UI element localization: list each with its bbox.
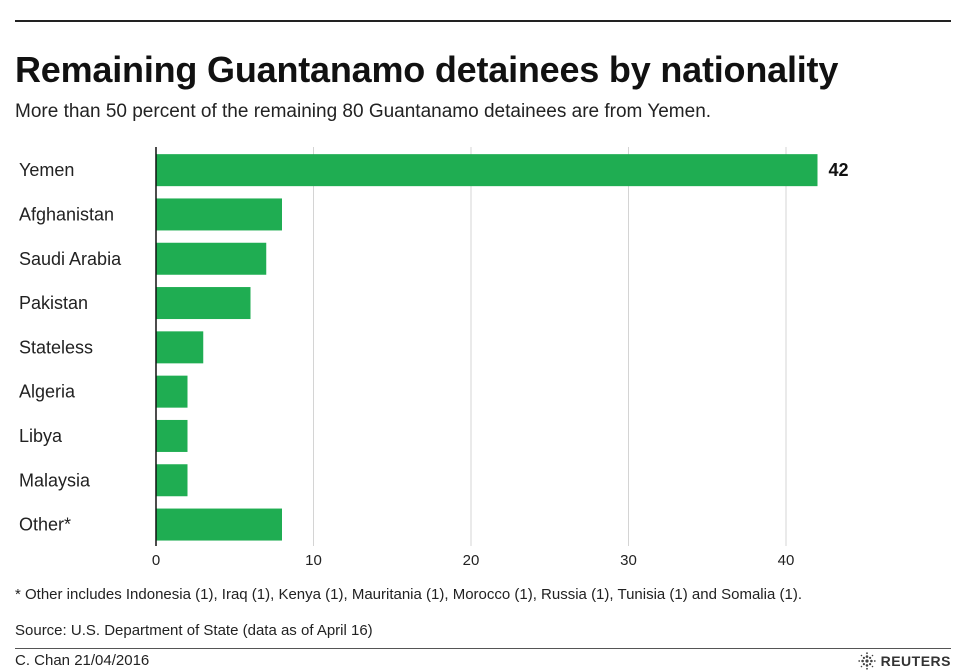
category-label: Stateless xyxy=(19,337,93,357)
category-labels: Yemen Afghanistan Saudi Arabia Pakistan Stat… xyxy=(19,160,122,534)
category-label: Algeria xyxy=(19,382,76,402)
x-tick-label: 20 xyxy=(463,552,480,569)
brand: REUTERS xyxy=(857,651,951,671)
footnote: * Other includes Indonesia (1), Iraq (1)… xyxy=(15,586,802,603)
x-tick-label: 0 xyxy=(152,552,160,569)
reuters-logo-icon xyxy=(857,652,876,670)
chart-title: Remaining Guantanamo detainees by nation… xyxy=(15,49,839,90)
category-label: Afghanistan xyxy=(19,204,114,224)
chart-subtitle: More than 50 percent of the remaining 80… xyxy=(15,101,712,122)
source-note: Source: U.S. Department of State (data a… xyxy=(15,622,373,639)
x-tick-label: 40 xyxy=(778,552,795,569)
credit-line: C. Chan 21/04/2016 xyxy=(15,652,150,669)
bar-stateless xyxy=(156,331,204,364)
category-label: Malaysia xyxy=(19,470,91,490)
gridlines xyxy=(313,147,787,546)
category-label: Pakistan xyxy=(19,293,88,313)
top-rule xyxy=(15,20,951,22)
x-axis-ticks: 0 10 20 30 40 xyxy=(152,552,795,569)
bars: 42 xyxy=(156,154,849,541)
data-label: 42 xyxy=(829,160,849,180)
brand-name: REUTERS xyxy=(880,653,951,669)
bottom-rule xyxy=(15,648,951,649)
category-label: Yemen xyxy=(19,160,74,180)
bar-pakistan xyxy=(156,287,251,320)
bar-other xyxy=(156,508,282,541)
bar-afghanistan xyxy=(156,198,282,231)
bar-saudi-arabia xyxy=(156,242,267,275)
category-label: Saudi Arabia xyxy=(19,249,122,269)
x-tick-label: 10 xyxy=(305,552,322,569)
bar-libya xyxy=(156,419,188,452)
category-label: Other* xyxy=(19,515,71,535)
bar-algeria xyxy=(156,375,188,408)
bar-chart: 42 Yemen Afghanistan Saudi Arabia Pakistan S… xyxy=(19,147,849,569)
category-label: Libya xyxy=(19,426,63,446)
bar-yemen xyxy=(156,154,818,187)
bar-malaysia xyxy=(156,464,188,497)
x-tick-label: 30 xyxy=(620,552,637,569)
